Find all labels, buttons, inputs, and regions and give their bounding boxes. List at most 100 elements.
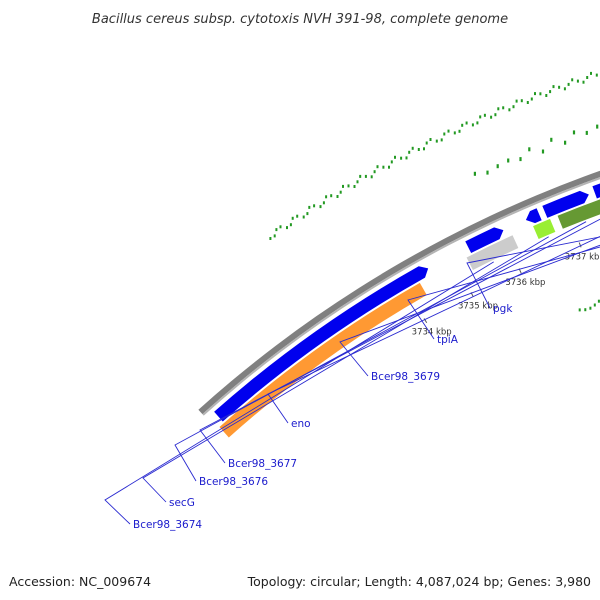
gc-skew-dot (458, 129, 461, 133)
gc-skew-dot (490, 115, 493, 119)
map-title: Bacillus cereus subsp. cytotoxis NVH 391… (92, 12, 508, 27)
gc-skew-dot (302, 215, 305, 219)
gc-skew-dot (325, 195, 328, 199)
cds-reverse (466, 235, 519, 271)
gc-skew-dot (515, 99, 518, 103)
misc-gene (533, 218, 556, 239)
gc-skew-dot (571, 78, 574, 82)
gc-skew-dot (596, 124, 599, 129)
gc-skew-dot (400, 156, 403, 160)
gene-labels: Bcer98_3674 secG Bcer98_3676 Bcer98_3677 eno… (104, 218, 600, 531)
gc-skew-dot (578, 308, 581, 312)
gc-skew-dot (471, 123, 474, 127)
gc-skew-dot (508, 108, 511, 112)
gc-skew-dot (550, 137, 553, 142)
gc-skew-track (269, 71, 600, 312)
gc-skew-dot (390, 160, 393, 164)
gc-skew-dot (388, 165, 390, 169)
gc-skew-dot (273, 234, 276, 238)
cds-forward (525, 208, 542, 224)
gc-skew-dot (519, 157, 522, 162)
gc-skew-dot (590, 71, 592, 75)
gc-skew-dot (336, 195, 339, 198)
gc-skew-dot (443, 132, 446, 136)
gc-skew-dot (497, 107, 500, 111)
gc-skew-dot (279, 225, 282, 229)
gene-label: Bcer98_3679 (371, 371, 440, 383)
gc-skew-dot (308, 205, 311, 209)
scale-tick (578, 242, 582, 248)
gc-skew-dot (496, 164, 499, 169)
gc-skew-dot (322, 201, 325, 205)
gc-skew-dot (545, 94, 548, 97)
gc-skew-dot (382, 165, 385, 169)
gc-skew-dot (586, 76, 589, 79)
backbone-ring-shadow (202, 177, 600, 416)
gene-label: secG (169, 497, 195, 509)
gc-skew-dot (473, 171, 476, 176)
accession-label: Accession: NC_009674 (9, 574, 151, 589)
gene-label-leader (466, 236, 600, 309)
gc-skew-dot (364, 174, 367, 178)
kbp-label: 3736 kbp (505, 278, 545, 288)
gc-skew-dot (319, 205, 322, 209)
gc-skew-dot (376, 165, 379, 169)
gc-skew-dot (549, 90, 552, 94)
cds-forward (542, 190, 589, 218)
genome-stats-label: Topology: circular; Length: 4,087,024 bp… (247, 574, 591, 589)
gc-skew-dot (405, 156, 408, 160)
gc-skew-dot (394, 155, 396, 159)
gc-skew-dot (512, 105, 515, 109)
gc-skew-dot (564, 140, 567, 145)
gene-label: Bcer98_3674 (133, 519, 202, 531)
gc-skew-dot (528, 147, 531, 152)
gc-skew-dot (359, 174, 362, 178)
gc-skew-dot (440, 138, 443, 142)
gc-skew-dot (534, 92, 536, 96)
gc-skew-dot (423, 147, 425, 151)
gc-skew-dot (520, 99, 523, 103)
gc-skew-dot (567, 82, 570, 86)
gc-skew-dot (486, 170, 489, 175)
gc-skew-dot (417, 148, 420, 151)
gc-skew-dot (585, 130, 588, 135)
gc-skew-dot (530, 97, 533, 101)
gene-label-leader (142, 236, 549, 503)
gc-skew-dot (313, 204, 316, 208)
gc-skew-dot (595, 73, 598, 77)
gc-skew-dot (447, 129, 450, 133)
gc-skew-dot (541, 149, 545, 154)
gene-label: tpiA (437, 334, 459, 346)
gene-label: Bcer98_3676 (199, 476, 268, 488)
feature-tracks (214, 183, 600, 438)
gc-skew-dot (584, 308, 587, 312)
scale-tick (423, 318, 428, 324)
gc-skew-dot (339, 190, 342, 194)
gc-skew-dot (425, 141, 428, 145)
gene-label-leader (339, 244, 600, 377)
kbp-label: 3735 kbp (458, 302, 498, 312)
gc-skew-dot (342, 184, 344, 188)
gc-skew-dot (370, 175, 373, 179)
gc-skew-dot (330, 194, 333, 198)
backbone-track (198, 170, 600, 416)
gc-skew-dot (576, 79, 579, 83)
gc-skew-dot (453, 131, 456, 135)
gc-skew-dot (502, 106, 505, 110)
gc-skew-dot (552, 85, 555, 89)
gc-skew-dot (582, 80, 585, 84)
gc-skew-dot (572, 130, 576, 135)
gc-skew-dot (479, 115, 482, 119)
gc-skew-dot (435, 139, 438, 143)
gc-skew-dot (296, 214, 299, 218)
misc-gene (557, 199, 600, 229)
gc-skew-dot (526, 101, 529, 104)
cds-forward (214, 266, 429, 422)
gc-skew-dot (558, 85, 561, 89)
gene-label-leader (407, 246, 600, 340)
gc-skew-dot (461, 123, 464, 127)
gc-skew-dot (597, 299, 600, 303)
cds-forward (465, 227, 504, 253)
gene-label-leader (267, 236, 600, 424)
